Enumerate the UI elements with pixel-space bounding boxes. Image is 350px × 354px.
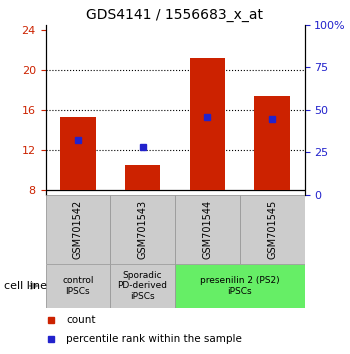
Bar bbox=[254, 96, 290, 190]
Text: GSM701544: GSM701544 bbox=[202, 200, 212, 259]
Text: count: count bbox=[66, 315, 96, 325]
Title: GDS4141 / 1556683_x_at: GDS4141 / 1556683_x_at bbox=[86, 8, 264, 22]
Bar bbox=[110, 195, 175, 264]
Text: GSM701542: GSM701542 bbox=[73, 200, 83, 259]
Bar bbox=[46, 264, 110, 308]
Bar bbox=[175, 195, 240, 264]
Text: GSM701545: GSM701545 bbox=[267, 200, 277, 259]
Text: control
IPSCs: control IPSCs bbox=[62, 276, 94, 296]
Bar bbox=[175, 264, 304, 308]
Bar bbox=[46, 195, 110, 264]
Text: Sporadic
PD-derived
iPSCs: Sporadic PD-derived iPSCs bbox=[118, 271, 168, 301]
Text: presenilin 2 (PS2)
iPSCs: presenilin 2 (PS2) iPSCs bbox=[200, 276, 280, 296]
Text: cell line: cell line bbox=[4, 281, 47, 291]
Bar bbox=[125, 165, 160, 190]
Bar bbox=[60, 117, 96, 190]
Bar bbox=[190, 58, 225, 190]
Text: GSM701543: GSM701543 bbox=[138, 200, 148, 259]
Bar bbox=[110, 264, 175, 308]
Text: percentile rank within the sample: percentile rank within the sample bbox=[66, 333, 242, 344]
Bar bbox=[240, 195, 304, 264]
